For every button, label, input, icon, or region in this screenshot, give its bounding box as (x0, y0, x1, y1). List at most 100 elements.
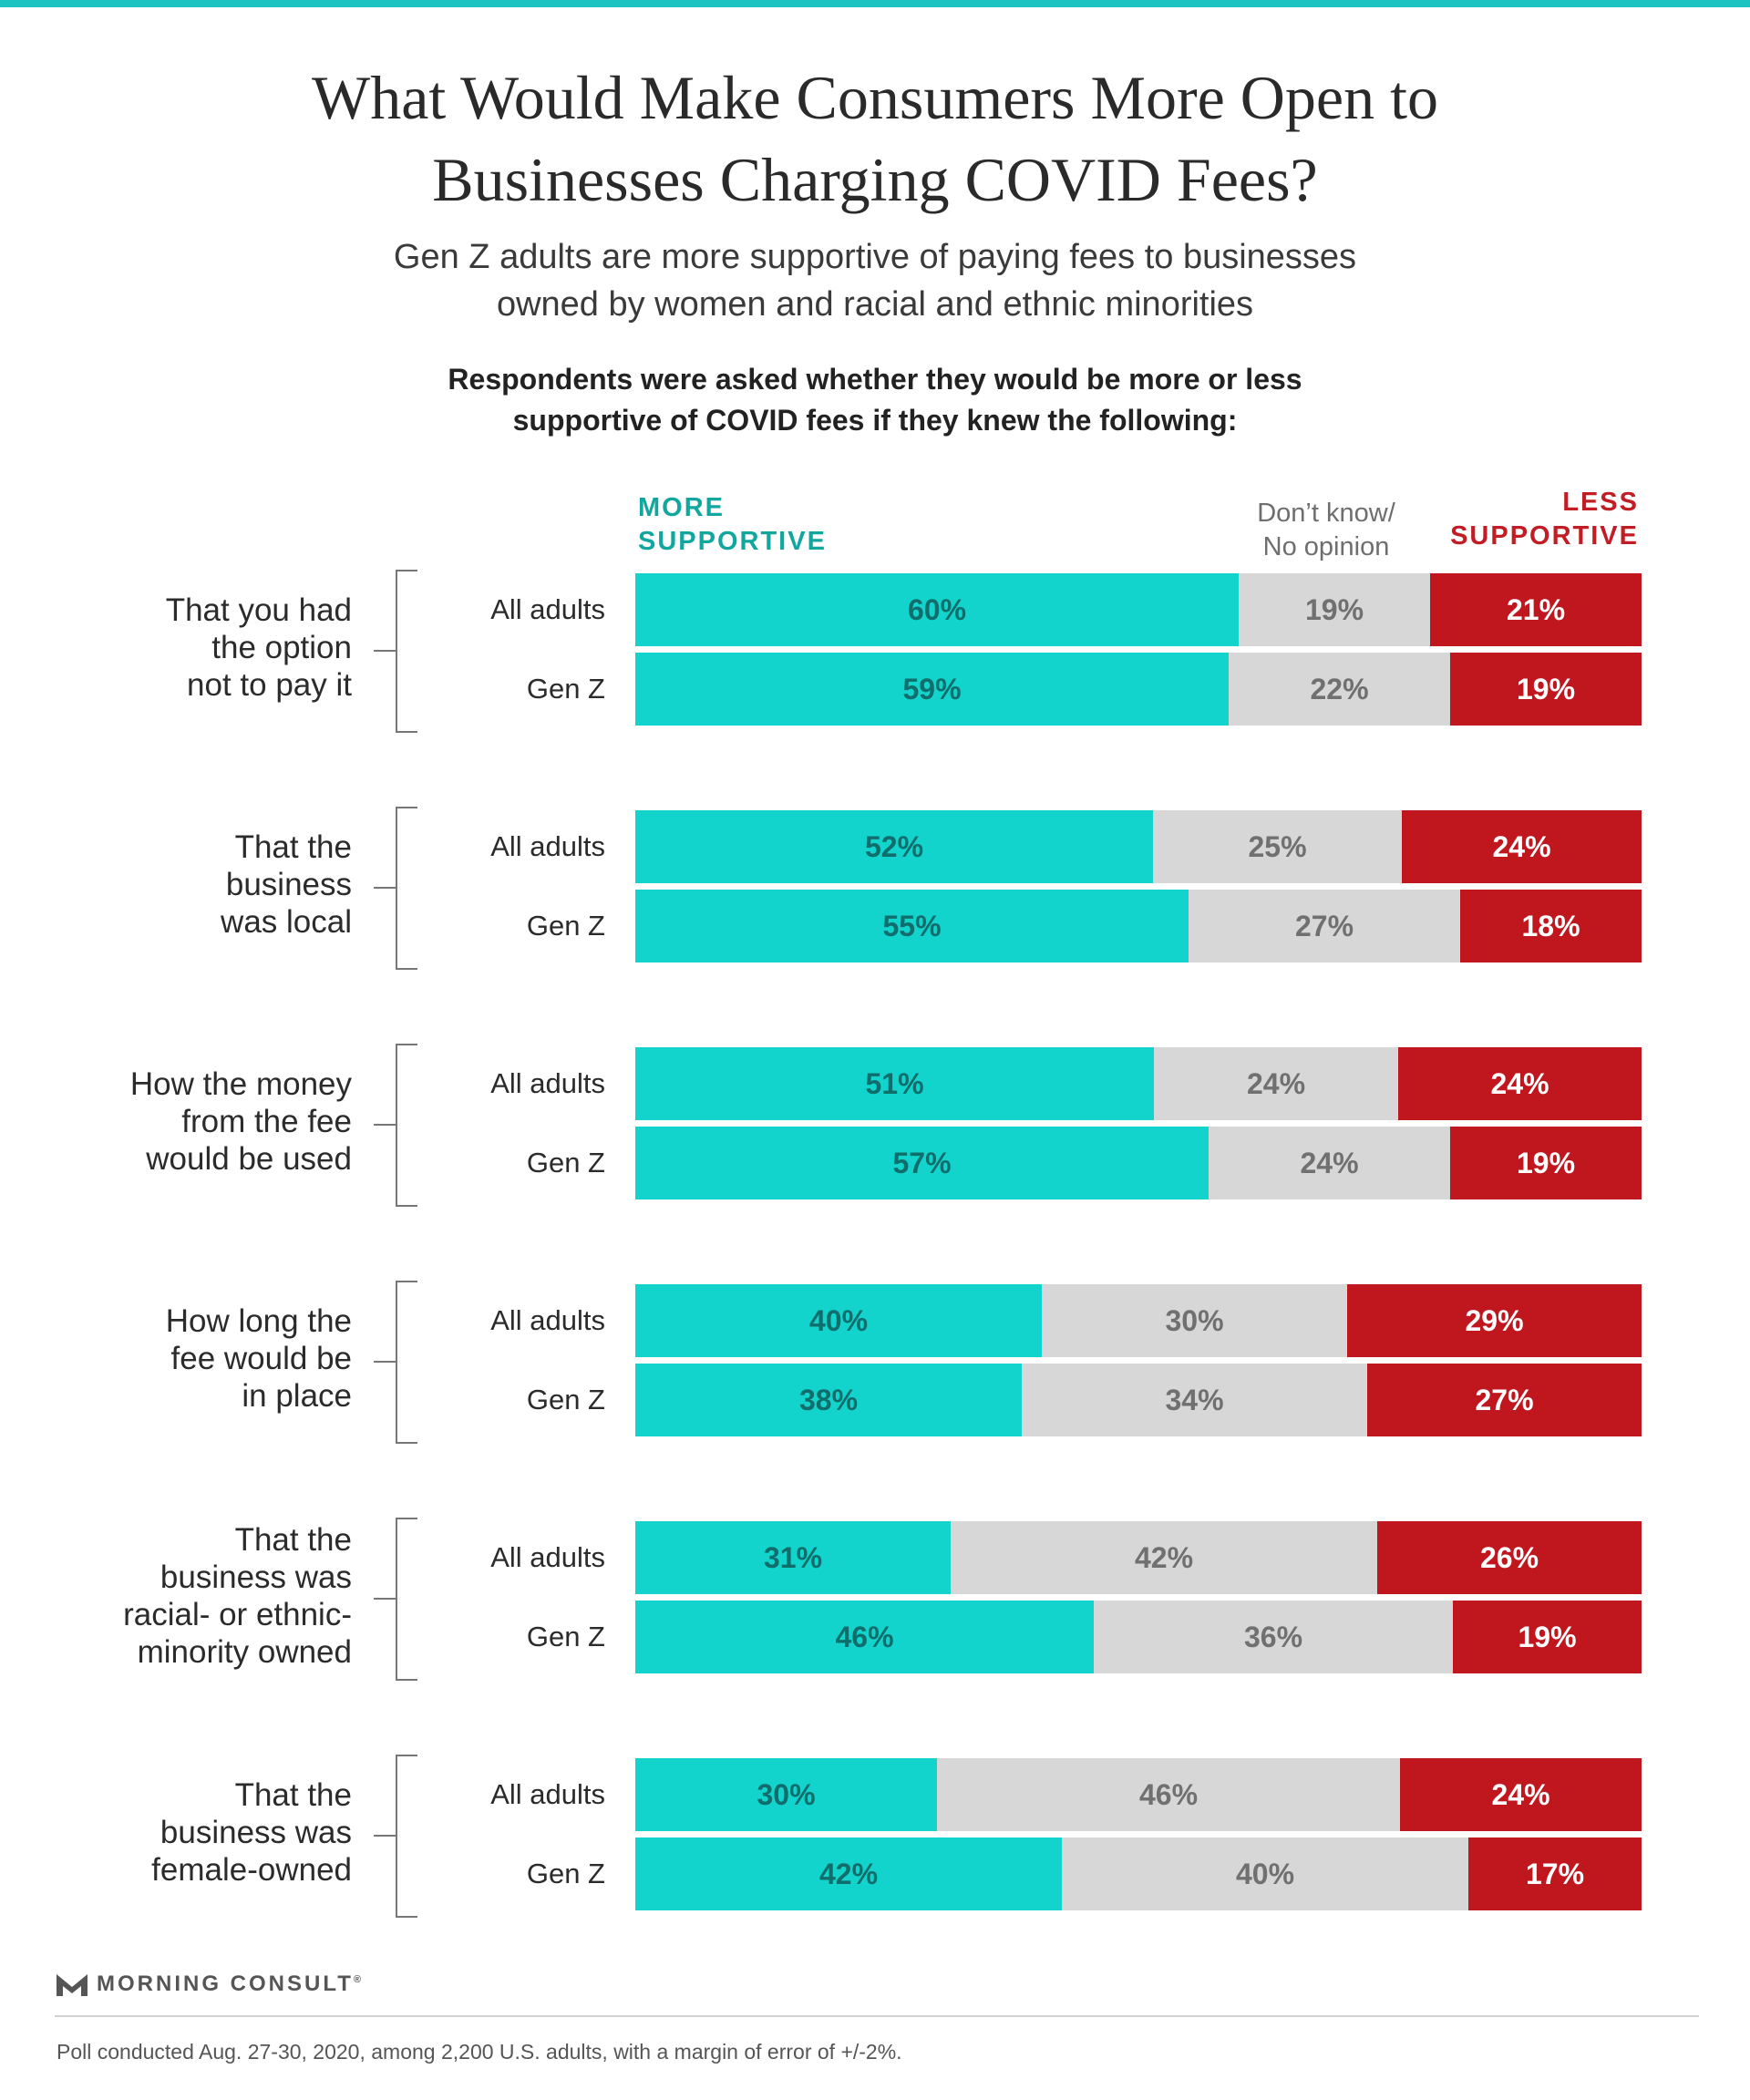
group-bracket (396, 807, 417, 970)
group-bracket (396, 570, 417, 733)
row-label: All adults (490, 593, 605, 625)
bar-segment-dont-know: 30% (1042, 1284, 1347, 1357)
chart-title-line-2: Businesses Charging COVID Fees? (432, 145, 1318, 214)
bar-segment-more-supportive: 60% (635, 573, 1239, 646)
bar-segment-dont-know: 27% (1189, 890, 1460, 962)
bar-segment-more-supportive: 30% (635, 1758, 937, 1831)
bar-segment-dont-know: 19% (1239, 573, 1430, 646)
bar-segment-more-supportive: 40% (635, 1284, 1042, 1357)
legend-more-supportive: MORE SUPPORTIVE (638, 491, 827, 559)
group-bracket (396, 1281, 417, 1444)
bar-segment-dont-know: 42% (951, 1521, 1377, 1594)
category-label-line: racial- or ethnic- (123, 1596, 352, 1632)
legend-more-line-2: SUPPORTIVE (638, 527, 827, 556)
row-label: All adults (490, 830, 605, 862)
category-label-line: That the (234, 829, 352, 865)
category-label: That you had the option not to pay it (55, 592, 352, 704)
bar-segment-more-supportive: 38% (635, 1364, 1022, 1436)
legend-less-line-2: SUPPORTIVE (1450, 521, 1639, 551)
row-label: Gen Z (526, 1858, 605, 1889)
bar-segment-dont-know: 34% (1022, 1364, 1367, 1436)
brand-registered-mark: ® (353, 1974, 361, 1985)
row-label: All adults (490, 1304, 605, 1336)
morning-consult-logo-icon (57, 1973, 88, 1996)
group-bracket-tick (374, 1597, 396, 1600)
bar-segment-less-supportive: 21% (1430, 573, 1642, 646)
group-bracket (396, 1755, 417, 1918)
bar-segment-more-supportive: 52% (635, 810, 1153, 883)
category-label-line: business (225, 867, 352, 902)
chart-title: What Would Make Consumers More Open to B… (0, 57, 1750, 221)
survey-question-line-2: supportive of COVID fees if they knew th… (512, 404, 1238, 437)
row-label: Gen Z (526, 1384, 605, 1415)
category-label-line: minority owned (137, 1633, 352, 1670)
bar-segment-dont-know: 24% (1209, 1127, 1450, 1199)
group-bracket (396, 1044, 417, 1207)
bar-segment-less-supportive: 29% (1347, 1284, 1642, 1357)
bar-segment-more-supportive: 59% (635, 653, 1229, 726)
bar-segment-less-supportive: 18% (1460, 890, 1642, 962)
row-label: All adults (490, 1541, 605, 1573)
bar-segment-dont-know: 46% (937, 1758, 1400, 1831)
legend-dk-line-1: Don’t know/ (1257, 499, 1395, 528)
group-bracket-tick (374, 886, 396, 889)
legend-less-line-1: LESS (1562, 488, 1639, 517)
bar-segment-more-supportive: 46% (635, 1601, 1094, 1673)
row-label: Gen Z (526, 1621, 605, 1652)
row-label: Gen Z (526, 673, 605, 705)
bar-segment-less-supportive: 24% (1402, 810, 1642, 883)
legend-less-supportive: LESS SUPPORTIVE (1422, 486, 1639, 553)
category-label-line: That the (234, 1521, 352, 1558)
legend-dk-line-2: No opinion (1262, 532, 1390, 561)
bar-segment-less-supportive: 27% (1367, 1364, 1642, 1436)
category-label-line: not to pay it (187, 667, 352, 703)
category-label-line: business was (160, 1815, 352, 1850)
group-bracket-tick (374, 1834, 396, 1837)
category-label-line: was local (221, 904, 352, 940)
category-label-line: How the money (129, 1066, 352, 1102)
bar-segment-more-supportive: 51% (635, 1047, 1154, 1120)
bar-segment-less-supportive: 19% (1453, 1601, 1642, 1673)
category-label-line: fee would be (170, 1341, 352, 1376)
legend-more-line-1: MORE (638, 493, 725, 522)
category-label: How the money from the fee would be used (55, 1065, 352, 1178)
group-bracket (396, 1518, 417, 1681)
bar-segment-more-supportive: 31% (635, 1521, 951, 1594)
category-label-line: How long the (165, 1303, 352, 1339)
group-bracket-tick (374, 1360, 396, 1363)
bar-segment-less-supportive: 24% (1400, 1758, 1642, 1831)
category-label-line: That you had (165, 592, 352, 628)
bar-segment-more-supportive: 57% (635, 1127, 1209, 1199)
bar-segment-less-supportive: 26% (1377, 1521, 1642, 1594)
brand-logo: MORNING CONSULT® (57, 1966, 361, 1996)
chart-subtitle-line-2: owned by women and racial and ethnic min… (496, 285, 1254, 324)
bar-segment-more-supportive: 42% (635, 1838, 1062, 1910)
bar-segment-dont-know: 25% (1153, 810, 1402, 883)
footnote: Poll conducted Aug. 27-30, 2020, among 2… (57, 2040, 902, 2064)
legend-dont-know: Don’t know/ No opinion (1221, 497, 1431, 564)
bar-segment-less-supportive: 17% (1468, 1838, 1642, 1910)
category-label-line: in place (242, 1378, 352, 1414)
category-label-line: the option (211, 630, 352, 665)
group-bracket-tick (374, 1123, 396, 1126)
category-label-line: That the (234, 1777, 352, 1813)
group-bracket-tick (374, 649, 396, 652)
bar-segment-dont-know: 36% (1094, 1601, 1453, 1673)
bar-segment-less-supportive: 19% (1450, 1127, 1642, 1199)
survey-question-line-1: Respondents were asked whether they woul… (448, 363, 1302, 396)
bar-segment-less-supportive: 24% (1398, 1047, 1642, 1120)
category-label: That the business was local (55, 829, 352, 941)
chart-subtitle: Gen Z adults are more supportive of payi… (0, 233, 1750, 328)
chart-title-line-1: What Would Make Consumers More Open to (312, 63, 1438, 132)
brand-name: MORNING CONSULT (97, 1971, 354, 1996)
row-label: Gen Z (526, 910, 605, 942)
survey-question: Respondents were asked whether they woul… (0, 359, 1750, 441)
row-label: All adults (490, 1067, 605, 1099)
category-label-line: female-owned (151, 1852, 352, 1888)
bar-segment-less-supportive: 19% (1450, 653, 1642, 726)
row-label: Gen Z (526, 1147, 605, 1179)
bar-segment-more-supportive: 55% (635, 890, 1189, 962)
bar-segment-dont-know: 24% (1154, 1047, 1398, 1120)
category-label: How long the fee would be in place (55, 1302, 352, 1415)
footer-divider (55, 2015, 1699, 2017)
